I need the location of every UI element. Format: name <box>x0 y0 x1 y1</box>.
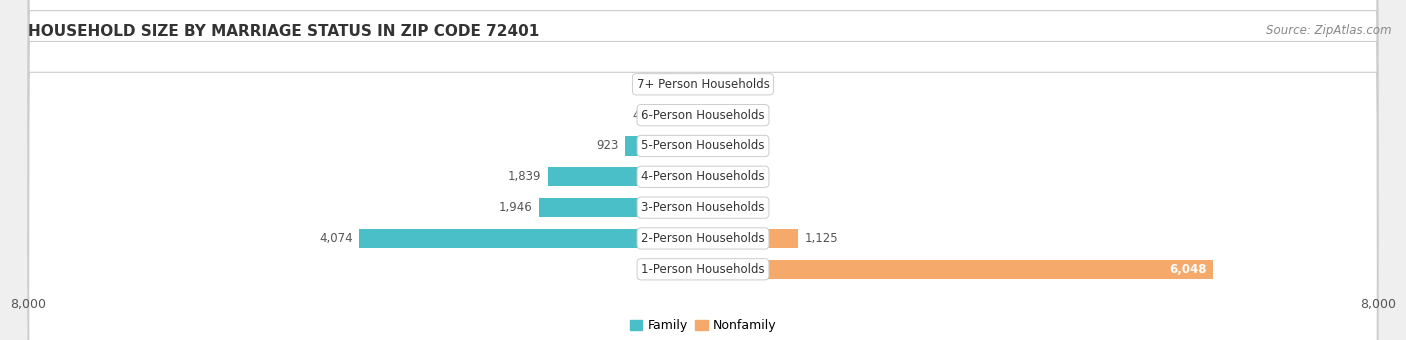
Text: 306: 306 <box>648 78 671 91</box>
Bar <box>661 106 703 125</box>
Bar <box>703 260 1213 279</box>
Text: 1-Person Households: 1-Person Households <box>641 263 765 276</box>
Text: 7+ Person Households: 7+ Person Households <box>637 78 769 91</box>
FancyBboxPatch shape <box>28 0 1378 281</box>
Bar <box>678 75 703 94</box>
Legend: Family, Nonfamily: Family, Nonfamily <box>624 314 782 337</box>
Bar <box>703 167 704 186</box>
FancyBboxPatch shape <box>28 72 1378 340</box>
FancyBboxPatch shape <box>28 11 1378 340</box>
Text: 923: 923 <box>596 139 619 152</box>
Text: 1,839: 1,839 <box>508 170 541 183</box>
Bar <box>703 136 728 155</box>
Text: Source: ZipAtlas.com: Source: ZipAtlas.com <box>1267 24 1392 37</box>
Text: 6,048: 6,048 <box>1168 263 1206 276</box>
Text: 4-Person Households: 4-Person Households <box>641 170 765 183</box>
Bar <box>703 229 799 248</box>
Text: 1,125: 1,125 <box>804 232 838 245</box>
Bar <box>360 229 703 248</box>
Text: 4,074: 4,074 <box>319 232 353 245</box>
Text: HOUSEHOLD SIZE BY MARRIAGE STATUS IN ZIP CODE 72401: HOUSEHOLD SIZE BY MARRIAGE STATUS IN ZIP… <box>28 24 540 39</box>
Text: 495: 495 <box>633 109 654 122</box>
Bar <box>548 167 703 186</box>
Text: 24: 24 <box>711 170 727 183</box>
Text: 140: 140 <box>721 201 744 214</box>
Text: 0: 0 <box>735 78 742 91</box>
Text: 5-Person Households: 5-Person Households <box>641 139 765 152</box>
Text: 0: 0 <box>689 263 696 276</box>
Text: 1,946: 1,946 <box>498 201 531 214</box>
FancyBboxPatch shape <box>28 0 1378 340</box>
Bar <box>703 198 714 217</box>
Text: 0: 0 <box>735 109 742 122</box>
Bar <box>703 106 728 125</box>
Text: 6-Person Households: 6-Person Households <box>641 109 765 122</box>
Bar <box>703 75 728 94</box>
FancyBboxPatch shape <box>28 0 1378 312</box>
FancyBboxPatch shape <box>28 0 1378 340</box>
Text: 3-Person Households: 3-Person Households <box>641 201 765 214</box>
Bar <box>626 136 703 155</box>
Bar <box>538 198 703 217</box>
FancyBboxPatch shape <box>28 41 1378 340</box>
Text: 2-Person Households: 2-Person Households <box>641 232 765 245</box>
Text: 0: 0 <box>735 139 742 152</box>
